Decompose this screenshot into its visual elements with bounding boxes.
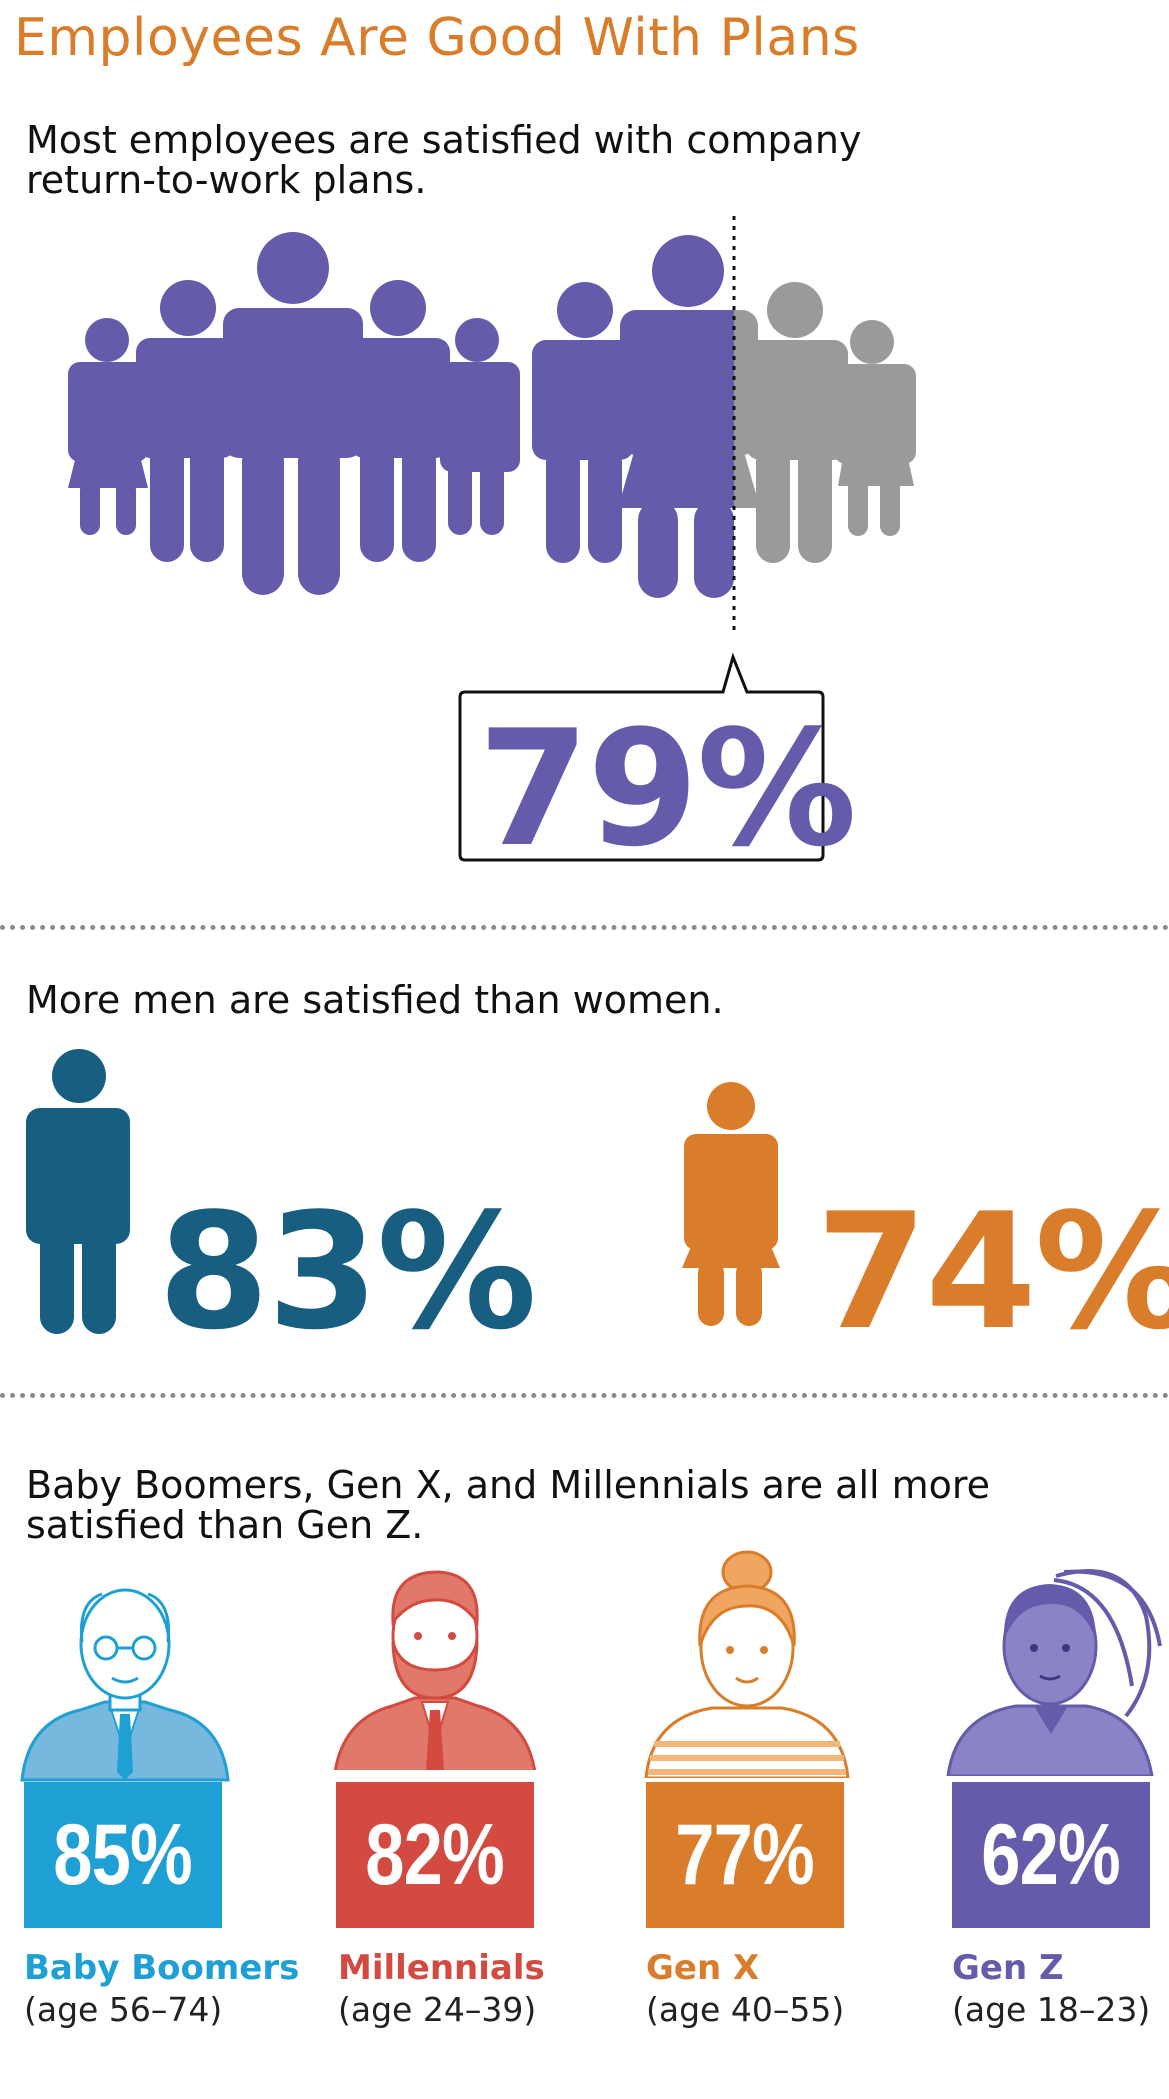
millennials-percent: 82%	[365, 1806, 506, 1903]
generation-statement: Baby Boomers, Gen X, and Millennials are…	[26, 1463, 991, 1547]
gender-statement: More men are satisfied than women.	[26, 978, 724, 1022]
baby-boomers-label: Baby Boomers	[24, 1948, 300, 1988]
millennials-label: Millennials	[338, 1948, 545, 1988]
gen-x-percent-box: 77%	[646, 1782, 844, 1928]
woman-bun-icon	[644, 1550, 850, 1778]
gen-x-label: Gen X	[646, 1948, 760, 1988]
baby-boomers-age: (age 56–74)	[24, 1990, 223, 2029]
millennials-age: (age 24–39)	[338, 1990, 537, 2029]
section-divider	[0, 1393, 1169, 1398]
gen-z-label: Gen Z	[952, 1948, 1064, 1988]
gen-z-percent-box: 62%	[952, 1782, 1150, 1928]
gen-z-age: (age 18–23)	[952, 1990, 1151, 2029]
page-title: Employees Are Good With Plans	[14, 8, 860, 68]
section-divider	[0, 925, 1169, 930]
gen-x-age: (age 40–55)	[646, 1990, 845, 2029]
men-percent: 83%	[158, 1178, 537, 1365]
millennials-percent-box: 82%	[336, 1782, 534, 1928]
gen-z-percent: 62%	[981, 1806, 1122, 1903]
woman-icon	[682, 1082, 780, 1326]
baby-boomers-percent-box: 85%	[24, 1782, 222, 1928]
overall-percent: 79%	[478, 695, 857, 882]
woman-ponytail-icon	[946, 1569, 1162, 1776]
people-group-icon	[68, 216, 916, 862]
overall-statement: Most employees are satisfied with compan…	[26, 118, 862, 202]
baby-boomers-percent: 85%	[53, 1806, 194, 1903]
man-icon	[26, 1049, 130, 1334]
senior-man-icon	[20, 1588, 230, 1782]
gen-x-percent: 77%	[675, 1806, 816, 1903]
women-percent: 74%	[816, 1178, 1169, 1365]
bearded-man-icon	[333, 1570, 537, 1770]
